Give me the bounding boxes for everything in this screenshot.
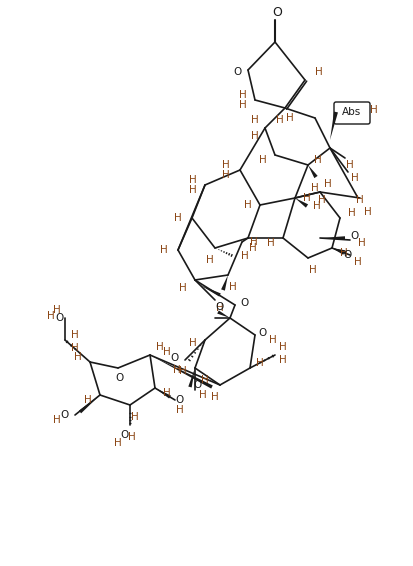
Text: O: O bbox=[176, 395, 184, 405]
Text: O: O bbox=[343, 250, 351, 260]
Text: O: O bbox=[116, 373, 124, 383]
Text: H: H bbox=[249, 237, 257, 247]
Text: H: H bbox=[71, 343, 79, 353]
Text: H: H bbox=[309, 265, 316, 275]
Text: H: H bbox=[357, 238, 365, 248]
Text: H: H bbox=[179, 283, 186, 293]
Text: H: H bbox=[84, 395, 92, 405]
Text: H: H bbox=[174, 213, 181, 223]
Polygon shape bbox=[319, 236, 344, 240]
Text: O: O bbox=[171, 353, 179, 363]
Text: H: H bbox=[275, 115, 283, 125]
Text: H: H bbox=[268, 335, 276, 345]
Text: H: H bbox=[285, 113, 293, 123]
Text: O: O bbox=[61, 410, 69, 420]
Text: H: H bbox=[311, 183, 318, 193]
Text: O: O bbox=[258, 328, 266, 338]
Text: O: O bbox=[121, 430, 129, 440]
Text: O: O bbox=[271, 6, 281, 19]
Text: H: H bbox=[163, 388, 171, 398]
Text: O: O bbox=[240, 298, 249, 308]
Text: H: H bbox=[363, 207, 371, 217]
Polygon shape bbox=[221, 275, 228, 290]
Polygon shape bbox=[78, 395, 100, 413]
Text: H: H bbox=[302, 193, 310, 203]
Text: H: H bbox=[163, 347, 171, 357]
Polygon shape bbox=[329, 112, 337, 140]
Text: H: H bbox=[355, 195, 363, 205]
Polygon shape bbox=[331, 248, 344, 255]
Text: H: H bbox=[314, 67, 322, 77]
Text: H: H bbox=[131, 412, 138, 422]
Polygon shape bbox=[199, 285, 220, 297]
Text: H: H bbox=[350, 173, 358, 183]
Text: H: H bbox=[114, 438, 121, 448]
Text: H: H bbox=[156, 342, 164, 352]
Text: H: H bbox=[71, 330, 79, 340]
Text: H: H bbox=[189, 338, 197, 348]
Text: H: H bbox=[313, 155, 321, 165]
Text: H: H bbox=[179, 366, 186, 376]
Text: H: H bbox=[47, 311, 55, 321]
Text: H: H bbox=[222, 160, 229, 170]
Text: H: H bbox=[173, 365, 180, 375]
Text: H: H bbox=[369, 105, 377, 115]
Text: H: H bbox=[216, 303, 223, 313]
Text: H: H bbox=[53, 415, 61, 425]
Text: H: H bbox=[74, 352, 82, 362]
Text: H: H bbox=[240, 251, 248, 261]
Polygon shape bbox=[307, 165, 317, 178]
Text: H: H bbox=[222, 170, 229, 180]
Text: H: H bbox=[278, 355, 286, 365]
Polygon shape bbox=[188, 368, 195, 388]
Text: H: H bbox=[228, 282, 236, 292]
Text: H: H bbox=[251, 131, 258, 141]
Text: H: H bbox=[339, 248, 347, 258]
Text: H: H bbox=[266, 238, 274, 248]
Text: H: H bbox=[239, 90, 246, 100]
Text: H: H bbox=[128, 432, 135, 442]
Text: O: O bbox=[233, 67, 242, 77]
Text: H: H bbox=[353, 257, 361, 267]
Text: O: O bbox=[215, 302, 223, 312]
Text: H: H bbox=[345, 160, 353, 170]
Polygon shape bbox=[294, 198, 307, 208]
Text: O: O bbox=[350, 231, 358, 241]
Text: H: H bbox=[160, 245, 167, 255]
FancyBboxPatch shape bbox=[333, 102, 369, 124]
Text: H: H bbox=[189, 185, 197, 195]
Polygon shape bbox=[150, 355, 212, 388]
Text: H: H bbox=[347, 208, 355, 218]
Text: H: H bbox=[256, 358, 263, 368]
Text: O: O bbox=[193, 380, 202, 390]
Text: H: H bbox=[176, 405, 183, 415]
Text: H: H bbox=[317, 195, 325, 205]
Text: H: H bbox=[189, 175, 197, 185]
Text: H: H bbox=[312, 201, 320, 211]
Polygon shape bbox=[154, 388, 171, 398]
Text: H: H bbox=[249, 243, 256, 253]
Text: H: H bbox=[259, 155, 266, 165]
Text: H: H bbox=[239, 100, 246, 110]
Text: H: H bbox=[206, 255, 214, 265]
Text: O: O bbox=[56, 313, 64, 323]
Text: Abs: Abs bbox=[342, 107, 361, 117]
Text: H: H bbox=[211, 392, 218, 402]
Text: H: H bbox=[201, 375, 209, 385]
Text: H: H bbox=[53, 305, 61, 315]
Text: H: H bbox=[278, 342, 286, 352]
Text: H: H bbox=[251, 115, 258, 125]
Polygon shape bbox=[217, 310, 230, 318]
Text: H: H bbox=[199, 390, 206, 400]
Text: H: H bbox=[323, 179, 331, 189]
Text: H: H bbox=[244, 200, 251, 210]
Polygon shape bbox=[331, 248, 345, 254]
